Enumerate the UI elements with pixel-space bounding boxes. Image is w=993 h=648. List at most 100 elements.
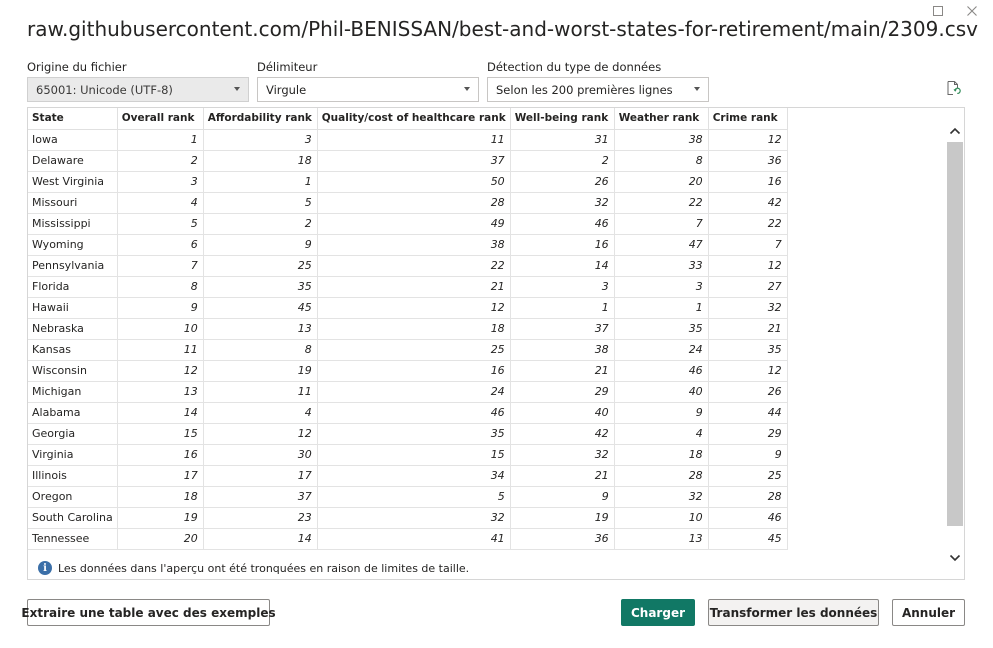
scrollbar-thumb[interactable] [947,142,963,526]
rank-cell: 11 [317,129,511,151]
rank-cell: 15 [117,423,204,445]
rank-cell: 44 [708,402,788,424]
rank-cell: 18 [117,486,204,508]
rank-cell: 19 [203,360,318,382]
rank-cell: 8 [117,276,204,298]
table-row: Wisconsin 12 19 16 21 46 12 [28,360,788,382]
state-cell: Tennessee [28,528,118,550]
rank-cell: 31 [510,129,615,151]
rank-cell: 18 [203,150,318,172]
rank-cell: 11 [203,381,318,403]
close-icon [967,6,977,16]
type-detection-value: Selon les 200 premières lignes [496,82,673,97]
rank-cell: 28 [614,465,709,487]
table-row: Illinois 17 17 34 21 28 25 [28,465,788,487]
table-header-row: State Overall rank Affordability rank Qu… [28,108,788,130]
type-detection-select[interactable]: Selon les 200 premières lignes [487,77,709,102]
extract-table-button[interactable]: Extraire une table avec des exemples [21,599,276,626]
state-cell: Michigan [28,381,118,403]
table-row: Virginia 16 30 15 32 18 9 [28,444,788,466]
rank-cell: 7 [708,234,788,256]
load-button[interactable]: Charger [621,599,695,626]
rank-cell: 8 [203,339,318,361]
rank-cell: 5 [317,486,511,508]
table-row: West Virginia 3 1 50 26 20 16 [28,171,788,193]
rank-cell: 12 [203,423,318,445]
delimiter-select[interactable]: Virgule [257,77,479,102]
refresh-icon[interactable] [945,80,961,96]
rank-cell: 20 [614,171,709,193]
table-row: Kansas 11 8 25 38 24 35 [28,339,788,361]
vertical-scrollbar[interactable] [946,108,964,579]
table-row: Mississippi 5 2 49 46 7 22 [28,213,788,235]
state-cell: Kansas [28,339,118,361]
rank-cell: 32 [510,444,615,466]
rank-cell: 21 [317,276,511,298]
table-row: Delaware 2 18 37 2 8 36 [28,150,788,172]
rank-cell: 5 [203,192,318,214]
state-cell: Pennsylvania [28,255,118,277]
close-button[interactable] [959,2,985,20]
rank-cell: 1 [203,171,318,193]
maximize-button[interactable] [925,2,951,20]
rank-cell: 17 [203,465,318,487]
rank-cell: 29 [510,381,615,403]
rank-cell: 27 [708,276,788,298]
rank-cell: 1 [117,129,204,151]
rank-cell: 38 [614,129,709,151]
rank-cell: 12 [708,129,788,151]
state-cell: Alabama [28,402,118,424]
table-row: Wyoming 6 9 38 16 47 7 [28,234,788,256]
rank-cell: 1 [510,297,615,319]
table-row: Michigan 13 11 24 29 40 26 [28,381,788,403]
notice-text: Les données dans l'aperçu ont été tronqu… [58,561,470,575]
chevron-down-icon[interactable] [949,552,961,564]
state-cell: Hawaii [28,297,118,319]
rank-cell: 24 [317,381,511,403]
table-row: Florida 8 35 21 3 3 27 [28,276,788,298]
rank-cell: 6 [117,234,204,256]
rank-cell: 16 [510,234,615,256]
rank-cell: 10 [614,507,709,529]
chevron-up-icon[interactable] [949,125,961,137]
cancel-button[interactable]: Annuler [892,599,965,626]
rank-cell: 16 [117,444,204,466]
file-origin-select[interactable]: 65001: Unicode (UTF-8) [27,77,249,102]
rank-cell: 25 [203,255,318,277]
rank-cell: 25 [317,339,511,361]
rank-cell: 21 [510,360,615,382]
rank-cell: 16 [317,360,511,382]
rank-cell: 7 [614,213,709,235]
rank-cell: 32 [614,486,709,508]
rank-cell: 23 [203,507,318,529]
info-icon: i [38,561,52,575]
delimiter-label: Délimiteur [257,60,318,74]
rank-cell: 40 [510,402,615,424]
rank-cell: 15 [317,444,511,466]
rank-cell: 18 [317,318,511,340]
transform-data-button[interactable]: Transformer les données [708,599,879,626]
rank-cell: 38 [510,339,615,361]
rank-cell: 37 [510,318,615,340]
truncation-notice: i Les données dans l'aperçu ont été tron… [38,561,469,575]
rank-cell: 35 [708,339,788,361]
rank-cell: 13 [203,318,318,340]
rank-cell: 17 [117,465,204,487]
rank-cell: 13 [117,381,204,403]
state-cell: Missouri [28,192,118,214]
state-cell: Wyoming [28,234,118,256]
rank-cell: 46 [317,402,511,424]
rank-cell: 3 [117,171,204,193]
rank-cell: 12 [117,360,204,382]
rank-cell: 14 [203,528,318,550]
rank-cell: 19 [510,507,615,529]
rank-cell: 4 [203,402,318,424]
rank-cell: 28 [708,486,788,508]
rank-cell: 33 [614,255,709,277]
preview-table: State Overall rank Affordability rank Qu… [28,108,788,550]
rank-cell: 26 [510,171,615,193]
rank-cell: 50 [317,171,511,193]
file-origin-label: Origine du fichier [27,60,127,74]
rank-cell: 47 [614,234,709,256]
rank-cell: 32 [317,507,511,529]
